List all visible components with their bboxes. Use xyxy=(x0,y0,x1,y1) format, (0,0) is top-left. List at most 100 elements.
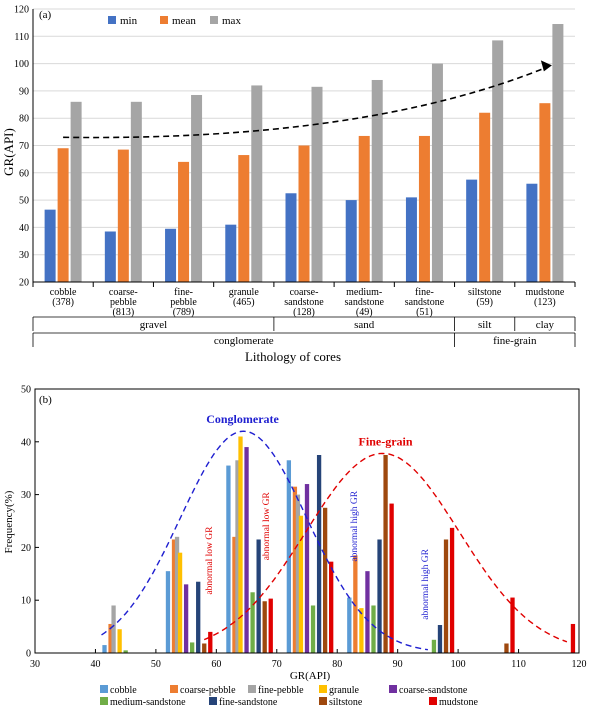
b-bar-fine-sandstone xyxy=(437,625,443,653)
a-y-tick-label: 90 xyxy=(19,86,29,97)
b-x-axis-label: GR(API) xyxy=(290,670,331,682)
b-bar-fine-pebble xyxy=(111,605,116,653)
a-y-tick-label: 20 xyxy=(19,278,29,289)
a-bar-mean xyxy=(178,161,190,282)
a-legend: min mean max xyxy=(108,15,241,27)
b-x-tick-label: 110 xyxy=(511,659,526,670)
a-category-label: sandstone xyxy=(344,297,384,308)
a-bar-min xyxy=(104,231,116,282)
b-bar-granule xyxy=(177,552,183,653)
b-x-tick-label: 90 xyxy=(393,659,403,670)
a-bar-max xyxy=(371,79,383,282)
a-category-label: granule xyxy=(229,287,260,298)
a-bar-min xyxy=(165,228,177,282)
a-trend-arrowhead xyxy=(540,60,552,72)
a-bar-max xyxy=(431,63,443,282)
b-annotation: abnormal high GR xyxy=(421,548,431,619)
a-y-tick-label: 70 xyxy=(19,141,29,152)
a-bar-max xyxy=(251,85,263,282)
b-bar-coarse-pebble xyxy=(292,486,298,653)
b-legend-swatch-coarse-sandstone xyxy=(389,685,397,693)
a-bar-mean xyxy=(418,135,430,282)
a-y-tick-label: 60 xyxy=(19,168,29,179)
a-category-label: cobble xyxy=(50,287,77,298)
b-legend-label: granule xyxy=(329,685,360,696)
a-bar-max xyxy=(191,94,203,283)
b-bar-siltstone xyxy=(443,539,449,653)
b-annotation: abnormal low GR xyxy=(205,526,215,595)
a-bar-max xyxy=(492,40,504,282)
a-legend-swatch-mean xyxy=(160,16,168,24)
chart-b: (b) Conglomerate Fine-grain abnormal low … xyxy=(3,385,587,709)
a-group-label: conglomerate xyxy=(214,335,274,347)
a-group-label: clay xyxy=(536,319,555,331)
b-bar-fine-pebble xyxy=(174,536,180,653)
panel-label-b: (b) xyxy=(39,394,52,406)
a-bar-min xyxy=(405,197,417,282)
b-y-tick-label: 0 xyxy=(26,649,31,660)
a-category-label: (51) xyxy=(416,307,433,318)
b-axes: 0 10 20 30 40 50 30 40 50 60 70 80 90 100 110 120 xyxy=(21,385,587,671)
b-legend-swatch-mudstone xyxy=(429,697,437,705)
a-y-tick-label: 50 xyxy=(19,196,29,207)
b-curve-label: Conglomerate xyxy=(206,412,279,426)
b-bar-granule xyxy=(117,629,122,653)
b-x-tick-label: 120 xyxy=(572,659,587,670)
b-bar-fine-sandstone xyxy=(196,581,201,653)
a-category-label: sandstone xyxy=(284,297,324,308)
a-trend-line xyxy=(63,60,552,139)
a-category-label: sandstone xyxy=(405,297,445,308)
b-bar-mudstone xyxy=(268,598,273,653)
b-bar-mudstone xyxy=(329,561,334,653)
a-bar-mean xyxy=(57,148,69,282)
b-bar-fine-pebble xyxy=(295,494,301,653)
b-bar-medium-sandstone xyxy=(190,642,195,653)
b-bar-medium-sandstone xyxy=(250,592,255,653)
a-category-label: fine- xyxy=(174,287,193,298)
a-bar-max xyxy=(70,101,82,282)
b-annotation: abnormal low GR xyxy=(262,492,272,561)
b-bar-coarse-pebble xyxy=(232,536,237,653)
a-category-label: medium- xyxy=(346,287,382,298)
b-fit-curves: Conglomerate Fine-grain xyxy=(101,412,568,651)
a-bar-mean xyxy=(358,135,370,282)
a-bar-max xyxy=(552,24,564,282)
b-legend-swatch-fine-pebble xyxy=(248,685,256,693)
b-x-tick-label: 100 xyxy=(451,659,466,670)
b-bar-granule xyxy=(298,515,304,653)
b-bar-mudstone xyxy=(510,597,515,653)
b-bar-medium-sandstone xyxy=(431,639,437,653)
a-group-label: gravel xyxy=(140,319,167,331)
b-x-tick-label: 50 xyxy=(151,659,161,670)
a-category-label: (123) xyxy=(534,297,556,308)
b-legend-swatch-cobble xyxy=(100,685,108,693)
b-bar-mudstone xyxy=(570,623,576,653)
b-x-tick-label: 80 xyxy=(332,659,342,670)
b-bar-siltstone xyxy=(202,643,207,653)
a-axes: 20 30 40 50 60 70 80 90 100 110 120 xyxy=(14,5,576,289)
a-legend-label: min xyxy=(120,15,138,27)
b-bar-granule xyxy=(359,608,364,653)
a-category-label: (378) xyxy=(52,297,74,308)
a-category-label: coarse- xyxy=(290,287,319,298)
b-fit-curve xyxy=(101,430,428,651)
a-legend-swatch-min xyxy=(108,16,116,24)
panel-label-a: (a) xyxy=(39,9,52,21)
b-bar-fine-sandstone xyxy=(256,539,261,653)
a-category-label: pebble xyxy=(110,297,137,308)
b-bar-medium-sandstone xyxy=(310,605,316,653)
b-x-tick-label: 70 xyxy=(272,659,282,670)
b-legend-label: coarse-sandstone xyxy=(399,685,468,696)
a-bar-max xyxy=(311,86,323,283)
b-legend-swatch-fine-sandstone xyxy=(209,697,217,705)
b-plot-frame xyxy=(34,388,580,654)
a-y-tick-label: 80 xyxy=(19,114,29,125)
b-bar-mudstone xyxy=(449,527,455,653)
a-bar-min xyxy=(466,179,478,282)
b-y-tick-label: 30 xyxy=(21,490,31,501)
b-legend-label: fine-pebble xyxy=(258,685,304,696)
b-legend-label: fine-sandstone xyxy=(219,697,278,708)
b-bar-coarse-sandstone xyxy=(365,571,370,653)
a-group-label: silt xyxy=(478,319,491,331)
